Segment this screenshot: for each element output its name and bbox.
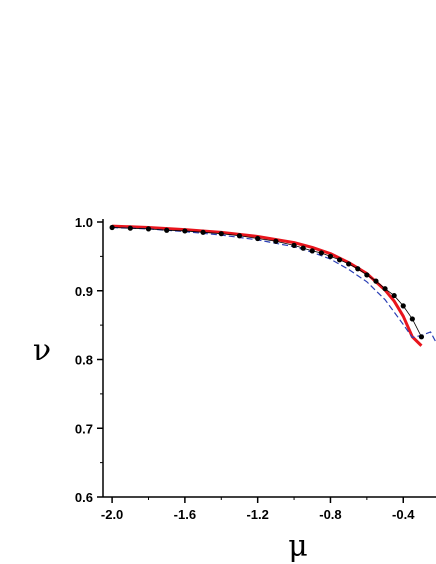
data-point xyxy=(255,235,261,242)
y-tick-label: 0.8 xyxy=(75,353,93,368)
y-tick-label: 0.6 xyxy=(75,490,93,505)
y-axis-title: ν xyxy=(33,333,51,368)
x-axis-title: μ xyxy=(288,529,308,564)
x-tick-label: -1.2 xyxy=(246,507,268,522)
data-point xyxy=(318,250,324,256)
data-point xyxy=(218,231,224,237)
data-point xyxy=(355,266,361,272)
red-series-line xyxy=(112,224,423,347)
dashed-series-line xyxy=(112,226,436,343)
y-tick-label: 0.7 xyxy=(75,421,93,436)
data-point xyxy=(182,228,188,234)
data-point xyxy=(382,286,388,292)
data-point xyxy=(300,245,306,251)
data-point xyxy=(327,253,334,259)
data-point xyxy=(291,242,297,248)
data-point xyxy=(236,233,243,239)
data-point xyxy=(373,278,379,284)
x-tick-label: -2.0 xyxy=(101,507,123,522)
data-point xyxy=(391,292,397,299)
y-tick-label: 0.9 xyxy=(75,284,93,299)
data-point xyxy=(409,316,415,322)
data-point xyxy=(109,224,115,231)
data-point xyxy=(418,334,425,340)
data-point xyxy=(273,238,279,244)
data-point xyxy=(309,248,315,254)
data-point xyxy=(145,226,152,232)
data-point xyxy=(400,303,406,309)
data-point xyxy=(164,227,170,233)
axes: -2.0 -1.6 -1.2 -0.8 -0.4 0.6 0.7 0.8 0.9 1.0 xyxy=(75,215,436,522)
data-point xyxy=(364,272,370,278)
x-tick-label: -1.6 xyxy=(174,507,196,522)
data-point xyxy=(127,225,133,231)
data-point xyxy=(336,257,343,263)
plot-markers xyxy=(109,224,425,340)
plot-lines xyxy=(112,224,436,347)
data-point xyxy=(346,261,352,267)
y-tick-label: 1.0 xyxy=(75,215,93,230)
x-tick-label: -0.4 xyxy=(392,507,415,522)
data-point xyxy=(200,229,206,235)
x-tick-label: -0.8 xyxy=(319,507,341,522)
